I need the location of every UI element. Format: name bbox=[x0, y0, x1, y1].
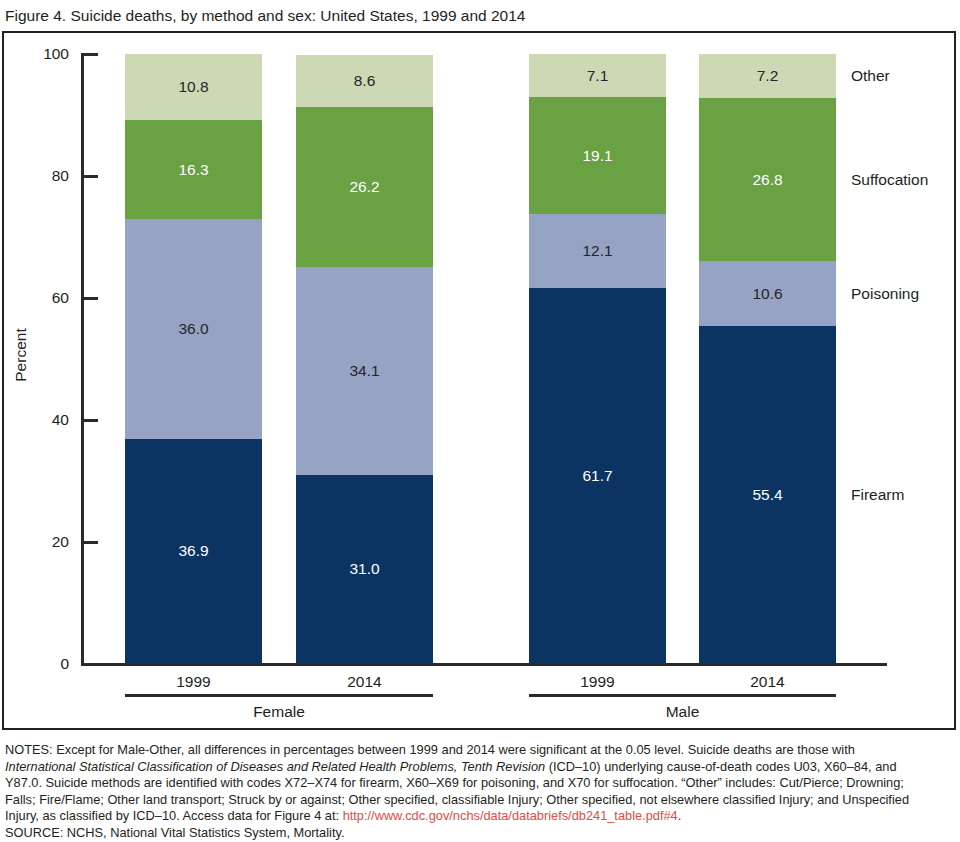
figure-page: Figure 4. Suicide deaths, by method and … bbox=[0, 0, 960, 842]
notes-text: (ICD–10) underlying cause-of-death codes… bbox=[545, 759, 896, 774]
notes: NOTES: Except for Male-Other, all differ… bbox=[5, 742, 957, 842]
notes-text: SOURCE: NCHS, National Vital Statistics … bbox=[5, 825, 344, 840]
notes-text: NOTES: Except for Male-Other, all differ… bbox=[5, 742, 855, 757]
notes-link[interactable]: http://www.cdc.gov/nchs/data/databriefs/… bbox=[343, 808, 678, 823]
figure-title: Figure 4. Suicide deaths, by method and … bbox=[5, 7, 525, 25]
notes-text: Falls; Fire/Flame; Other land transport;… bbox=[5, 792, 909, 807]
notes-line: International Statistical Classification… bbox=[5, 759, 957, 776]
notes-line: Y87.0. Suicide methods are identified wi… bbox=[5, 775, 957, 792]
notes-text: Y87.0. Suicide methods are identified wi… bbox=[5, 775, 904, 790]
notes-italic: International Statistical Classification… bbox=[5, 759, 545, 774]
notes-line: Falls; Fire/Flame; Other land transport;… bbox=[5, 792, 957, 809]
y-axis-label: Percent bbox=[12, 295, 32, 415]
notes-text: Injury, as classified by ICD–10. Access … bbox=[5, 808, 343, 823]
source-line: SOURCE: NCHS, National Vital Statistics … bbox=[5, 825, 957, 842]
notes-suffix: . bbox=[678, 808, 682, 823]
notes-line: Injury, as classified by ICD–10. Access … bbox=[5, 808, 957, 825]
notes-line: NOTES: Except for Male-Other, all differ… bbox=[5, 742, 957, 759]
chart-frame bbox=[2, 31, 956, 730]
